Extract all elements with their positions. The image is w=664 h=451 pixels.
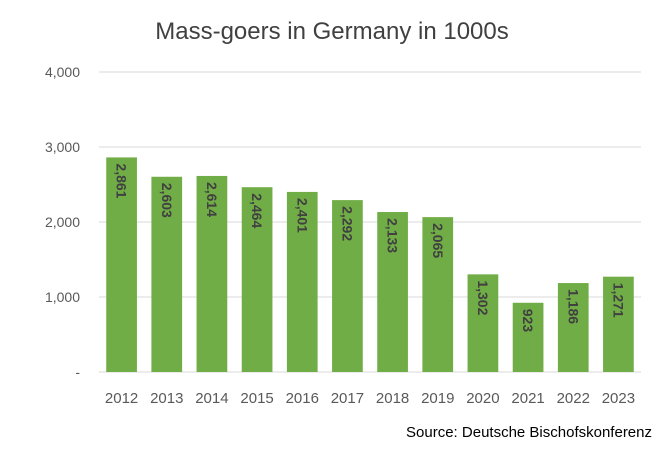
y-tick-label: -	[75, 364, 80, 380]
data-label: 2,401	[294, 198, 310, 233]
data-label: 2,861	[114, 163, 130, 198]
data-label: 2,292	[339, 206, 355, 241]
bar	[557, 283, 589, 372]
x-tick-label: 2014	[195, 390, 228, 407]
data-label: 2,065	[430, 223, 446, 258]
bar	[603, 276, 634, 372]
x-tick-label: 2016	[286, 390, 319, 407]
data-label: 923	[520, 309, 536, 333]
y-tick-label: 1,000	[45, 289, 80, 305]
bar	[377, 212, 408, 372]
x-tick-label: 2021	[511, 390, 544, 407]
data-label: 2,464	[249, 193, 265, 228]
bar	[151, 176, 183, 372]
bar	[286, 191, 318, 372]
x-tick-label: 2017	[331, 390, 364, 407]
chart-title: Mass-goers in Germany in 1000s	[155, 18, 509, 45]
data-label: 1,186	[565, 289, 581, 324]
y-tick-label: 4,000	[45, 64, 80, 80]
data-label: 2,133	[385, 218, 401, 253]
bar	[422, 217, 454, 372]
x-tick-label: 2015	[240, 390, 273, 407]
bar	[512, 302, 544, 372]
x-tick-label: 2019	[421, 390, 454, 407]
bar	[196, 175, 228, 372]
y-tick-label: 2,000	[45, 214, 80, 230]
bar	[467, 274, 499, 372]
x-tick-label: 2018	[376, 390, 409, 407]
data-label: 1,302	[475, 280, 491, 315]
data-label: 2,614	[204, 182, 220, 217]
x-tick-label: 2022	[557, 390, 590, 407]
x-tick-label: 2020	[466, 390, 499, 407]
bar	[106, 157, 137, 372]
y-tick-label: 3,000	[45, 139, 80, 155]
source-note: Source: Deutsche Bischofskonferenz	[406, 424, 652, 441]
bar	[332, 200, 363, 372]
bar	[241, 187, 273, 372]
x-tick-label: 2013	[150, 390, 183, 407]
x-tick-label: 2012	[105, 390, 138, 407]
data-label: 1,271	[610, 283, 626, 318]
data-label: 2,603	[159, 183, 175, 218]
x-tick-label: 2023	[602, 390, 635, 407]
